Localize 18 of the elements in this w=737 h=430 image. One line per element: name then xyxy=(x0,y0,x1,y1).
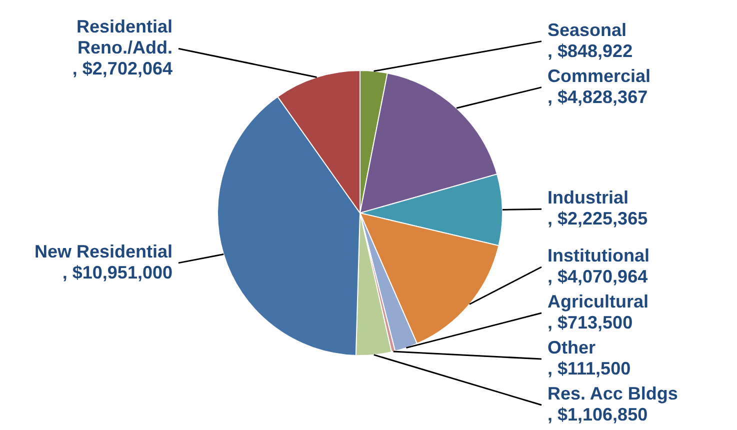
slice-label: Agricultural xyxy=(548,291,649,312)
data-label: , $4,828,367 xyxy=(548,86,648,107)
slice-label: Industrial xyxy=(548,188,629,208)
slice-label: New Residential xyxy=(34,241,172,262)
data-label: , $4,070,964 xyxy=(548,266,648,286)
slice-label: Seasonal xyxy=(548,20,627,40)
data-label: , $1,106,850 xyxy=(548,404,648,424)
data-label: , $713,500 xyxy=(548,312,633,332)
data-label: , $10,951,000 xyxy=(62,262,172,282)
slice-label: Commercial xyxy=(548,66,651,86)
data-label: , $2,225,365 xyxy=(548,208,648,229)
data-label: , $848,922 xyxy=(548,40,633,61)
data-label: , $2,702,064 xyxy=(72,58,172,79)
slice-label: Other xyxy=(548,337,596,358)
slice-label: Institutional xyxy=(548,245,650,266)
data-label: , $111,500 xyxy=(548,358,631,378)
slice-label: Residential Reno./Add. xyxy=(76,16,172,58)
slice-label: Res. Acc Bldgs xyxy=(548,383,678,404)
